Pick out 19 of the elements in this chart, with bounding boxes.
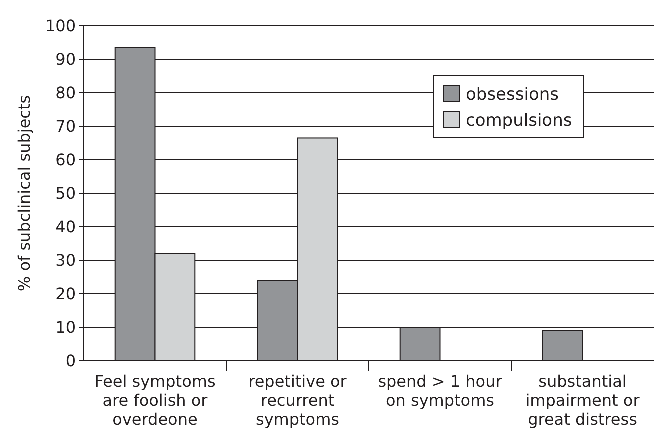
x-tick-label: Feel symptoms are foolish or overdeone xyxy=(94,372,216,429)
y-tick-label: 100 xyxy=(45,16,76,36)
y-tick-label: 70 xyxy=(56,117,76,136)
legend-label: compulsions xyxy=(466,110,572,131)
y-tick-label: 0 xyxy=(66,352,76,371)
y-tick-label: 60 xyxy=(56,150,76,170)
legend-label: obsessions xyxy=(466,84,560,105)
y-tick-label: 90 xyxy=(56,50,76,70)
y-tick-label: 40 xyxy=(56,218,76,237)
y-tick-label: 30 xyxy=(56,251,76,270)
y-tick-label: 20 xyxy=(56,284,76,304)
y-tick-label: 10 xyxy=(56,318,76,338)
y-axis-title: % of subclinical subjects xyxy=(15,95,34,292)
x-tick-label: repetitive or recurrent symptoms xyxy=(248,372,348,429)
y-tick-label: 50 xyxy=(56,184,76,204)
bar xyxy=(542,330,584,362)
x-tick-label: spend > 1 hour on symptoms xyxy=(378,372,503,410)
x-tick-label: substantial impairment or great distress xyxy=(526,372,640,429)
y-tick-label: 80 xyxy=(56,84,76,103)
